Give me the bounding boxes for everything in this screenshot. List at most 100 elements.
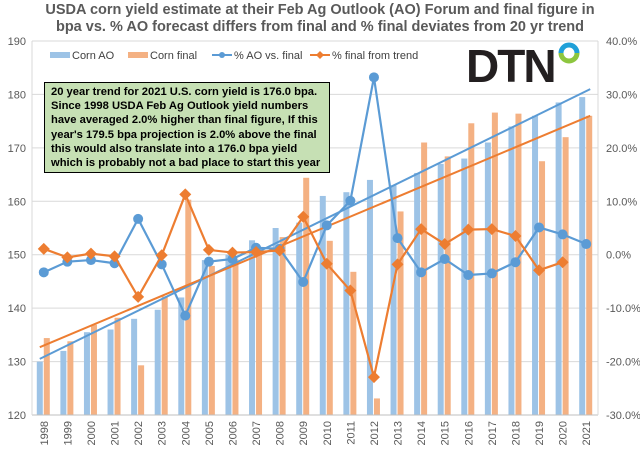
- right-tick-label: 40.0%: [606, 36, 637, 48]
- legend-item: Corn AO: [50, 50, 115, 62]
- point-ao-vs-final: [486, 268, 497, 279]
- x-tick-label: 2012: [369, 421, 381, 445]
- point-final-from-trend: [61, 251, 74, 264]
- bar-corn-ao: [201, 260, 208, 415]
- x-tick-label: 2021: [581, 421, 593, 445]
- x-tick-label: 2011: [345, 421, 357, 445]
- x-tick-label: 2008: [275, 421, 287, 445]
- dtn-logo: DTN: [466, 42, 580, 89]
- bar-corn-final: [562, 137, 569, 415]
- legend-swatch: [128, 52, 148, 58]
- x-tick-label: 2020: [558, 421, 570, 445]
- legend: Corn AO Corn final % AO vs. final % final f…: [50, 50, 418, 62]
- point-ao-vs-final: [345, 195, 356, 206]
- bar-corn-final: [90, 324, 97, 415]
- point-final-from-trend: [320, 257, 333, 270]
- left-tick-label: 130: [8, 357, 26, 369]
- x-tick-label: 2010: [322, 421, 334, 445]
- logo-text: DTN: [466, 40, 557, 92]
- legend-item: % final from trend: [310, 50, 418, 62]
- point-final-from-trend: [297, 210, 310, 223]
- trendlines: [39, 88, 591, 360]
- x-tick-label: 2017: [487, 421, 499, 445]
- legend-marker: [219, 52, 225, 58]
- title-line-1: USDA corn yield estimate at their Feb Ag…: [45, 2, 595, 18]
- point-final-from-trend: [84, 247, 97, 260]
- point-final-from-trend: [132, 290, 145, 303]
- point-final-from-trend: [226, 246, 239, 259]
- bar-corn-ao: [107, 329, 114, 415]
- bar-corn-ao: [296, 222, 303, 415]
- left-tick-label: 120: [8, 410, 26, 422]
- bar-corn-ao: [154, 309, 161, 415]
- point-final-from-trend: [344, 284, 357, 297]
- bar-corn-final: [232, 259, 239, 415]
- x-tick-label: 1999: [62, 421, 74, 445]
- legend-label: % final from trend: [332, 50, 418, 62]
- point-ao-vs-final: [321, 220, 332, 231]
- left-tick-label: 150: [8, 250, 26, 262]
- axes: 120 130 140 150 160 170 180 190 -30.0% -20.0% -10.…: [8, 36, 640, 445]
- point-ao-vs-final: [557, 229, 568, 240]
- legend-label: Corn AO: [72, 50, 115, 62]
- point-final-from-trend: [509, 230, 522, 243]
- bar-corn-final: [421, 142, 428, 415]
- trendline-corn-ao: [39, 88, 591, 360]
- title-line-2: bpa vs. % AO forecast differs from final…: [55, 19, 585, 35]
- bar-corn-final: [256, 250, 263, 415]
- x-tick-label: 2000: [86, 421, 98, 445]
- annotation-line: year's 179.5 bpa projection is 2.0% abov…: [51, 128, 317, 141]
- x-tick-label: 2015: [440, 421, 452, 445]
- bar-corn-final: [326, 240, 333, 415]
- bar-corn-ao: [131, 318, 138, 415]
- point-ao-vs-final: [416, 267, 427, 278]
- bar-corn-final: [161, 296, 168, 415]
- point-final-from-trend: [438, 238, 451, 251]
- annotation-box: 20 year trend for 2021 U.S. corn yield i…: [44, 82, 330, 174]
- right-tick-label: -30.0%: [606, 410, 640, 422]
- point-ao-vs-final: [227, 253, 238, 264]
- bar-corn-final: [138, 365, 145, 415]
- bar-corn-final: [468, 123, 475, 415]
- left-tick-label: 160: [8, 196, 26, 208]
- point-final-from-trend: [108, 250, 121, 263]
- annotation-line: Since 1998 USDA Feb Ag Outlook yield num…: [51, 100, 309, 113]
- legend-item: % AO vs. final: [212, 50, 302, 62]
- left-tick-label: 140: [8, 303, 26, 315]
- x-tick-label: 2004: [180, 421, 192, 445]
- bar-corn-ao: [555, 102, 562, 415]
- bar-corn-ao: [225, 254, 232, 415]
- legend-item: Corn final: [128, 50, 197, 62]
- bar-corn-final: [491, 112, 498, 415]
- x-tick-label: 1998: [39, 421, 51, 445]
- bar-corn-ao: [319, 195, 326, 415]
- point-ao-vs-final: [203, 256, 214, 267]
- right-tick-label: 10.0%: [606, 196, 637, 208]
- point-ao-vs-final: [392, 233, 403, 244]
- bar-corn-final: [444, 156, 451, 416]
- bar-corn-final: [43, 338, 50, 415]
- x-tick-label: 2014: [416, 421, 428, 445]
- bar-corn-final: [350, 271, 357, 415]
- left-tick-label: 170: [8, 143, 26, 155]
- bar-corn-ao: [343, 192, 350, 415]
- x-tick-label: 2016: [463, 421, 475, 445]
- point-final-from-trend: [250, 246, 263, 259]
- bar-corn-final: [303, 177, 310, 415]
- bar-corn-ao: [366, 179, 373, 415]
- x-tick-label: 2009: [298, 421, 310, 445]
- point-final-from-trend: [202, 243, 215, 256]
- line-series: [37, 72, 592, 384]
- point-final-from-trend: [273, 244, 286, 257]
- point-ao-vs-final: [463, 270, 474, 281]
- bar-corn-ao: [249, 240, 256, 415]
- right-tick-label: 20.0%: [606, 143, 637, 155]
- bar-corn-final: [586, 115, 593, 416]
- point-ao-vs-final: [133, 213, 144, 224]
- bar-corn-ao: [508, 126, 515, 415]
- bar-corn-final: [67, 341, 74, 415]
- point-final-from-trend: [391, 258, 404, 271]
- x-tick-label: 2013: [393, 421, 405, 445]
- legend-swatch: [50, 52, 70, 58]
- legend-label: % AO vs. final: [234, 50, 302, 62]
